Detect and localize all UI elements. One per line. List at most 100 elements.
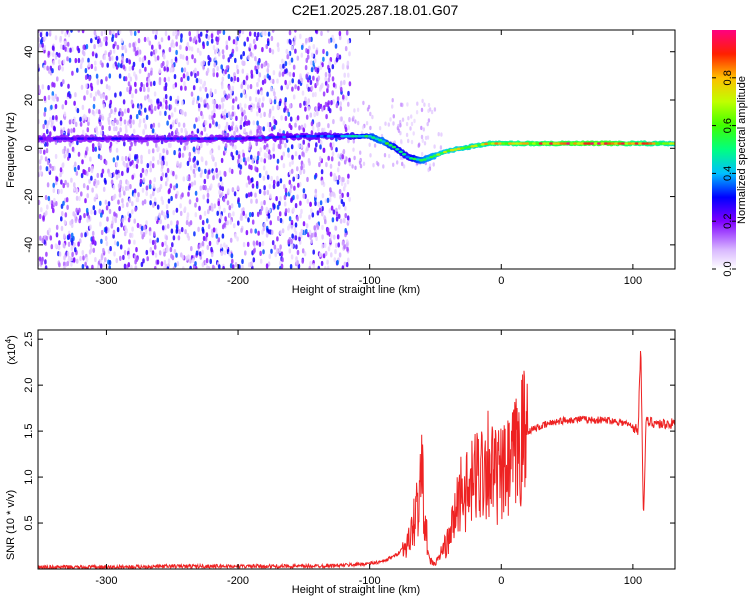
- heatmap-noise-cell: [77, 57, 81, 64]
- heatmap-noise-cell: [231, 187, 235, 193]
- heatmap-noise-cell: [347, 72, 350, 78]
- heatmap-noise-cell: [71, 251, 74, 257]
- heatmap-noise-cell: [70, 177, 73, 183]
- heatmap-noise-cell: [137, 192, 140, 198]
- heatmap-noise-cell: [308, 75, 312, 81]
- heatmap-ridge-core: [80, 137, 85, 140]
- heatmap-noise-cell: [193, 163, 196, 169]
- heatmap-noise-cell: [316, 122, 319, 128]
- heatmap-noise-cell: [409, 126, 412, 131]
- heatmap-noise-cell: [38, 199, 41, 206]
- heatmap-noise-cell: [335, 147, 338, 153]
- heatmap-ridge-core: [603, 142, 609, 145]
- heatmap-noise-cell: [124, 185, 128, 191]
- heatmap-noise-cell: [266, 174, 270, 180]
- heatmap-noise-cell: [401, 161, 404, 167]
- heatmap-noise-cell: [232, 39, 236, 45]
- heatmap-noise-cell: [222, 54, 225, 60]
- heatmap-ridge-core: [408, 157, 414, 160]
- heatmap-noise-cell: [248, 212, 252, 218]
- heatmap-noise-cell: [339, 194, 342, 200]
- heatmap-noise-cell: [170, 228, 174, 234]
- heatmap-ridge-core: [425, 156, 431, 160]
- heatmap-noise-cell: [86, 265, 89, 269]
- heatmap-noise-cell: [38, 256, 42, 262]
- heatmap-noise-cell: [73, 100, 76, 106]
- heatmap-noise-cell: [88, 108, 91, 114]
- heatmap-noise-cell: [224, 69, 227, 75]
- heatmap-noise-cell: [175, 118, 179, 124]
- heatmap-noise-cell: [332, 191, 335, 197]
- heatmap-noise-cell: [391, 98, 394, 103]
- heatmap-noise-cell: [330, 233, 333, 239]
- heatmap-noise-cell: [313, 174, 317, 180]
- heatmap-noise-cell: [46, 65, 49, 71]
- heatmap-ridge-core: [374, 137, 379, 141]
- heatmap-noise-cell: [135, 163, 139, 169]
- heatmap-noise-cell: [244, 93, 248, 99]
- heatmap-noise-cell: [61, 163, 64, 169]
- heatmap-noise-cell: [79, 63, 83, 70]
- heatmap-noise-cell: [315, 142, 318, 148]
- heatmap-noise-cell: [152, 49, 156, 55]
- heatmap-noise-cell: [133, 188, 137, 194]
- heatmap-noise-cell: [265, 216, 269, 222]
- heatmap-noise-cell: [91, 187, 94, 193]
- heatmap-noise-cell: [70, 232, 74, 238]
- heatmap-ridge-core: [401, 153, 407, 156]
- heatmap-ridge-core: [484, 142, 489, 146]
- heatmap-ridge-core: [460, 146, 465, 150]
- heatmap-noise-cell: [163, 251, 166, 257]
- heatmap-noise-cell: [188, 176, 191, 182]
- heatmap-noise-cell: [290, 197, 293, 203]
- heatmap-noise-cell: [148, 230, 152, 236]
- heatmap-noise-cell: [65, 197, 69, 203]
- heatmap-noise-cell: [187, 191, 190, 197]
- heatmap-noise-cell: [165, 99, 168, 106]
- heatmap-noise-cell: [271, 78, 275, 85]
- heatmap-noise-cell: [94, 146, 97, 152]
- heatmap-noise-cell: [340, 86, 343, 93]
- heatmap-noise-cell: [331, 76, 335, 82]
- heatmap-noise-cell: [202, 83, 205, 89]
- heatmap-noise-cell: [209, 91, 213, 97]
- heatmap-noise-cell: [80, 59, 83, 66]
- heatmap-noise-cell: [427, 108, 430, 114]
- heatmap-noise-cell: [279, 64, 282, 70]
- heatmap-noise-cell: [180, 85, 183, 91]
- heatmap-noise-cell: [288, 216, 292, 222]
- heatmap-noise-cell: [289, 188, 292, 194]
- heatmap-noise-cell: [195, 197, 199, 203]
- heatmap-noise-cell: [338, 204, 341, 210]
- heatmap-noise-cell: [123, 215, 127, 221]
- heatmap-noise-cell: [288, 30, 292, 36]
- heatmap-ridge-core: [487, 142, 492, 145]
- heatmap-noise-cell: [317, 102, 321, 108]
- heatmap-noise-cell: [126, 185, 130, 191]
- heatmap-ridge-core: [107, 137, 113, 140]
- heatmap-noise-cell: [116, 155, 119, 161]
- heatmap-noise-cell: [215, 167, 218, 173]
- heatmap-noise-cell: [113, 211, 116, 217]
- heatmap-noise-cell: [99, 263, 103, 269]
- heatmap-noise-cell: [317, 201, 320, 207]
- heatmap-noise-cell: [318, 162, 321, 168]
- heatmap-noise-cell: [294, 230, 298, 236]
- heatmap-noise-cell: [128, 198, 132, 204]
- heatmap-noise-cell: [169, 95, 172, 101]
- heatmap-noise-cell: [368, 142, 371, 147]
- heatmap-noise-cell: [302, 193, 306, 199]
- heatmap-noise-cell: [373, 143, 377, 148]
- heatmap-noise-cell: [178, 163, 182, 169]
- snr-x-tick-label: -200: [227, 575, 249, 587]
- heatmap-noise-cell: [162, 211, 166, 218]
- heatmap-noise-cell: [245, 193, 248, 199]
- heatmap-noise-cell: [290, 183, 293, 189]
- heatmap-noise-cell: [278, 128, 282, 134]
- heatmap-noise-cell: [94, 91, 98, 97]
- heatmap-noise-cell: [254, 44, 257, 50]
- heatmap-noise-cell: [296, 249, 300, 256]
- heatmap-noise-cell: [249, 43, 252, 49]
- heatmap-noise-cell: [216, 65, 219, 72]
- heatmap-noise-cell: [170, 220, 173, 226]
